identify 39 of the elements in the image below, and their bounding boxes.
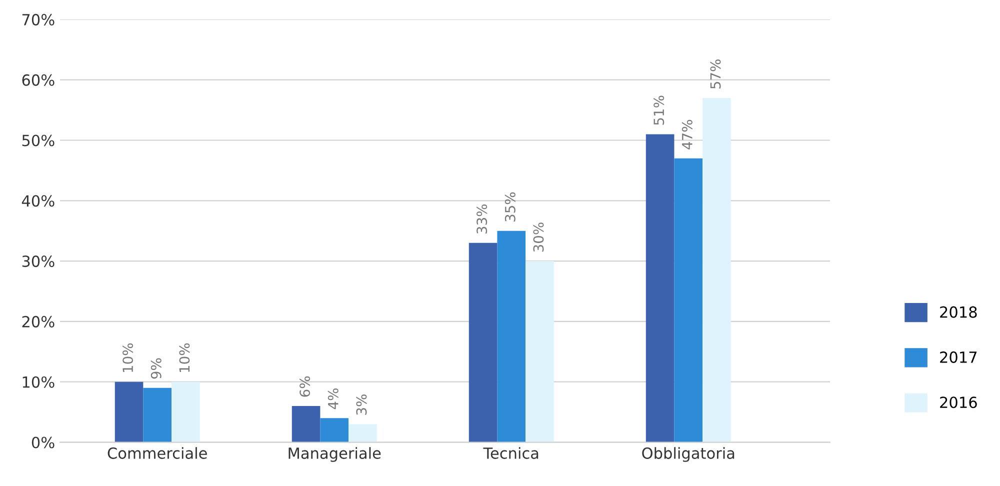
y-tick-label: 60% — [22, 74, 54, 86]
bar — [646, 134, 674, 442]
x-tick-label: Obbligatoria — [642, 447, 734, 462]
data-label: 33% — [476, 204, 488, 234]
bar — [143, 388, 172, 442]
data-label: 9% — [150, 358, 162, 379]
legend-label: 2016 — [940, 396, 977, 408]
bar — [348, 424, 377, 442]
bar — [674, 158, 703, 442]
y-tick-label: 10% — [22, 376, 54, 388]
x-tick-label: Tecnica — [483, 447, 538, 459]
bar — [114, 382, 144, 442]
data-label: 10% — [179, 343, 190, 372]
y-tick-label: 50% — [22, 134, 54, 146]
y-tick-label: 0% — [32, 436, 54, 448]
data-label: 47% — [682, 120, 692, 150]
y-tick-label: 40% — [22, 195, 54, 207]
bar — [702, 98, 731, 442]
legend-label: 2018 — [940, 306, 977, 318]
data-label: 4% — [328, 388, 338, 410]
data-label: 3% — [356, 394, 367, 415]
data-label: 35% — [504, 192, 516, 222]
data-label: 30% — [533, 222, 544, 252]
data-label: 57% — [710, 60, 721, 89]
y-tick-label: 70% — [22, 14, 54, 26]
x-tick-label: Manageriale — [288, 447, 381, 462]
legend-label: 2017 — [940, 351, 977, 363]
data-label: 51% — [654, 96, 664, 125]
x-tick-label: Commerciale — [108, 447, 207, 459]
y-tick-label: 30% — [22, 256, 54, 268]
bar — [320, 418, 349, 442]
bar — [292, 406, 320, 442]
bar — [172, 382, 200, 442]
bar — [497, 230, 526, 442]
bar — [526, 261, 554, 442]
bar — [468, 242, 498, 442]
y-tick-label: 20% — [22, 316, 54, 328]
data-label: 6% — [300, 376, 310, 397]
data-label: 10% — [122, 343, 134, 372]
